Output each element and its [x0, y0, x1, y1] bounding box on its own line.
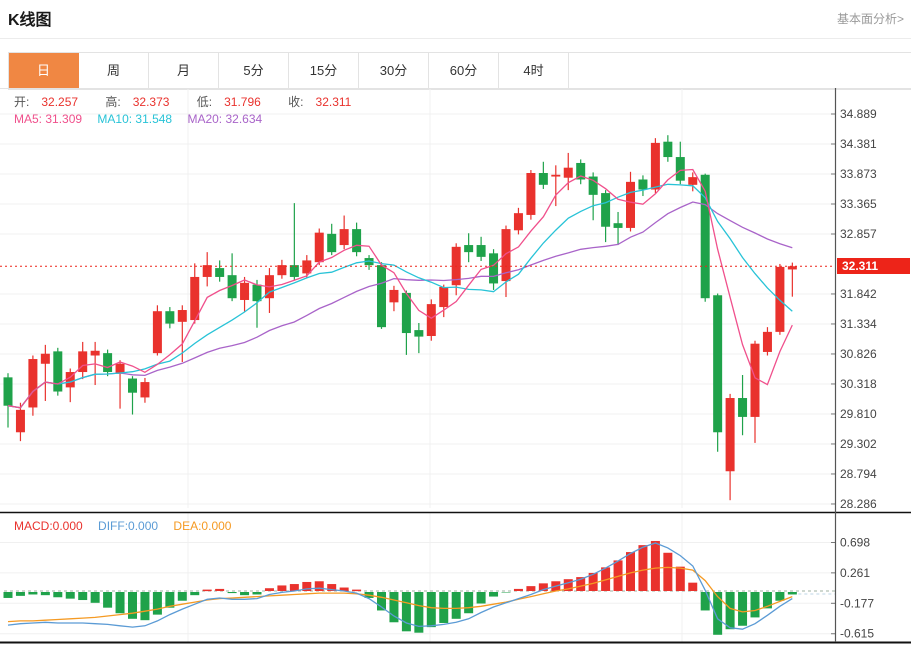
- ma20-value: MA20: 32.634: [187, 112, 263, 126]
- svg-text:0.698: 0.698: [840, 535, 870, 549]
- tab-5min[interactable]: 5分: [219, 53, 289, 89]
- tab-60min[interactable]: 60分: [429, 53, 499, 89]
- svg-text:32.857: 32.857: [840, 227, 877, 241]
- ma-legend: MA5: 31.309 MA10: 31.548 MA20: 32.634: [14, 112, 274, 126]
- diff-value: DIFF:0.000: [98, 519, 159, 533]
- tab-day[interactable]: 日: [9, 53, 79, 89]
- svg-text:33.873: 33.873: [840, 167, 877, 181]
- title-divider: [0, 38, 911, 39]
- fundamental-analysis-link[interactable]: 基本面分析>: [836, 12, 904, 26]
- page-title: K线图: [8, 12, 52, 29]
- close-value: 收: 32.311: [288, 95, 352, 109]
- ohlc-legend: 开: 32.257 高: 32.373 低: 31.796 收: 32.311: [14, 93, 375, 110]
- tab-15min[interactable]: 15分: [289, 53, 359, 89]
- svg-text:34.889: 34.889: [840, 107, 877, 121]
- svg-text:28.794: 28.794: [840, 467, 877, 481]
- macd-legend: MACD:0.000 DIFF:0.000 DEA:0.000: [14, 519, 243, 533]
- svg-text:31.842: 31.842: [840, 287, 877, 301]
- svg-text:30.826: 30.826: [840, 347, 877, 361]
- svg-text:0.261: 0.261: [840, 566, 870, 580]
- open-value: 开: 32.257: [14, 95, 79, 109]
- ma5-value: MA5: 31.309: [14, 112, 83, 126]
- svg-text:31.334: 31.334: [840, 317, 877, 331]
- period-tabstrip: 日周月 5分 15分 30分 60分 4时: [8, 52, 911, 90]
- ma10-value: MA10: 31.548: [97, 112, 173, 126]
- tab-week[interactable]: 周: [79, 53, 149, 89]
- tab-4hour[interactable]: 4时: [499, 53, 569, 89]
- svg-text:28.286: 28.286: [840, 497, 877, 511]
- dea-value: DEA:0.000: [173, 519, 232, 533]
- high-value: 高: 32.373: [105, 95, 170, 109]
- svg-text:29.302: 29.302: [840, 437, 877, 451]
- low-value: 低: 31.796: [196, 95, 261, 109]
- svg-text:-0.615: -0.615: [840, 627, 874, 641]
- tab-month[interactable]: 月: [149, 53, 219, 89]
- svg-text:-0.177: -0.177: [840, 596, 874, 610]
- svg-text:29.810: 29.810: [840, 407, 877, 421]
- svg-text:34.381: 34.381: [840, 137, 877, 151]
- svg-text:33.365: 33.365: [840, 197, 877, 211]
- tab-30min[interactable]: 30分: [359, 53, 429, 89]
- current-price-badge: 32.311: [837, 258, 910, 274]
- macd-value: MACD:0.000: [14, 519, 83, 533]
- svg-text:30.318: 30.318: [840, 377, 877, 391]
